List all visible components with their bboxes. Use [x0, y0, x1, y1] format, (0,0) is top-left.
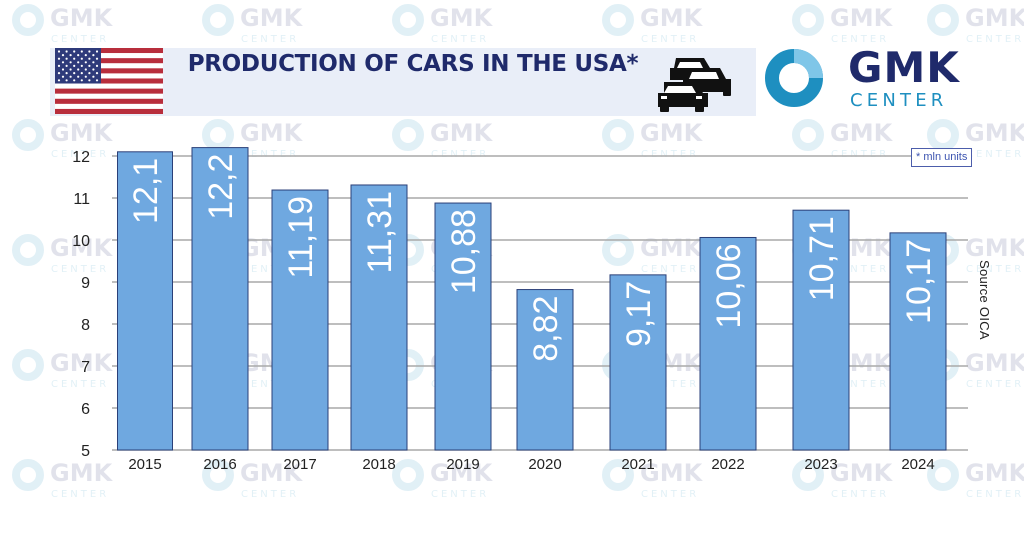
- y-tick-label: 6: [81, 401, 90, 418]
- y-tick-label: 8: [81, 317, 90, 334]
- data-label: 12,1: [127, 158, 165, 224]
- cars-icon: [658, 52, 740, 119]
- brand-subtitle: CENTER: [850, 90, 948, 111]
- data-label: 11,19: [282, 196, 320, 279]
- unit-note: * mln units: [911, 148, 973, 167]
- brand-name: GMK: [848, 43, 960, 92]
- x-tick-label: 2023: [804, 456, 837, 473]
- bar-2017: [271, 189, 329, 451]
- page-title: PRODUCTION OF CARS IN THE USA*: [187, 51, 639, 77]
- bar-2015: [117, 151, 173, 451]
- data-label: 10,71: [803, 216, 841, 301]
- bar-2024: [889, 232, 947, 451]
- x-tick-label: 2018: [362, 456, 395, 473]
- us-flag-icon: [55, 48, 163, 119]
- x-tick-label: 2021: [621, 456, 654, 473]
- bar-2020: [516, 289, 574, 451]
- y-axis: 12 11 10 9 8 7 6 5: [72, 149, 90, 460]
- x-tick-label: 2024: [901, 456, 934, 473]
- bars: 12,1 12,2 11,19 11,31 10,88 8,82 9,17 10,06 10,7…: [117, 147, 947, 451]
- x-tick-label: 2017: [283, 456, 316, 473]
- x-tick-label: 2022: [711, 456, 744, 473]
- data-label: 12,2: [202, 154, 240, 220]
- gmk-logo-icon: [762, 46, 826, 115]
- y-tick-label: 10: [72, 233, 90, 250]
- data-label: 10,17: [900, 239, 938, 324]
- x-tick-label: 2020: [528, 456, 561, 473]
- data-label: 9,17: [620, 281, 658, 347]
- y-tick-label: 5: [81, 443, 90, 460]
- bar-2016: [191, 147, 249, 451]
- y-tick-label: 12: [72, 149, 90, 166]
- bar-2023: [792, 209, 850, 451]
- y-tick-label: 7: [81, 359, 90, 376]
- x-tick-label: 2015: [128, 456, 161, 473]
- source-note: Source OICA: [977, 260, 992, 340]
- bar-2021: [609, 274, 667, 451]
- x-tick-label: 2019: [446, 456, 479, 473]
- data-label: 8,82: [527, 296, 565, 362]
- bar-2018: [350, 184, 408, 451]
- data-label: 10,88: [445, 209, 483, 294]
- data-label: 11,31: [361, 191, 399, 274]
- x-axis: 2015 2016 2017 2018 2019 2020 2021 2022 2023 2024: [128, 456, 934, 473]
- bar-2019: [434, 202, 492, 451]
- bar-2022: [699, 236, 757, 451]
- x-tick-label: 2016: [203, 456, 236, 473]
- y-tick-label: 9: [81, 275, 90, 292]
- data-label: 10,06: [710, 243, 748, 328]
- y-tick-label: 11: [73, 191, 90, 208]
- header-band: [50, 48, 756, 116]
